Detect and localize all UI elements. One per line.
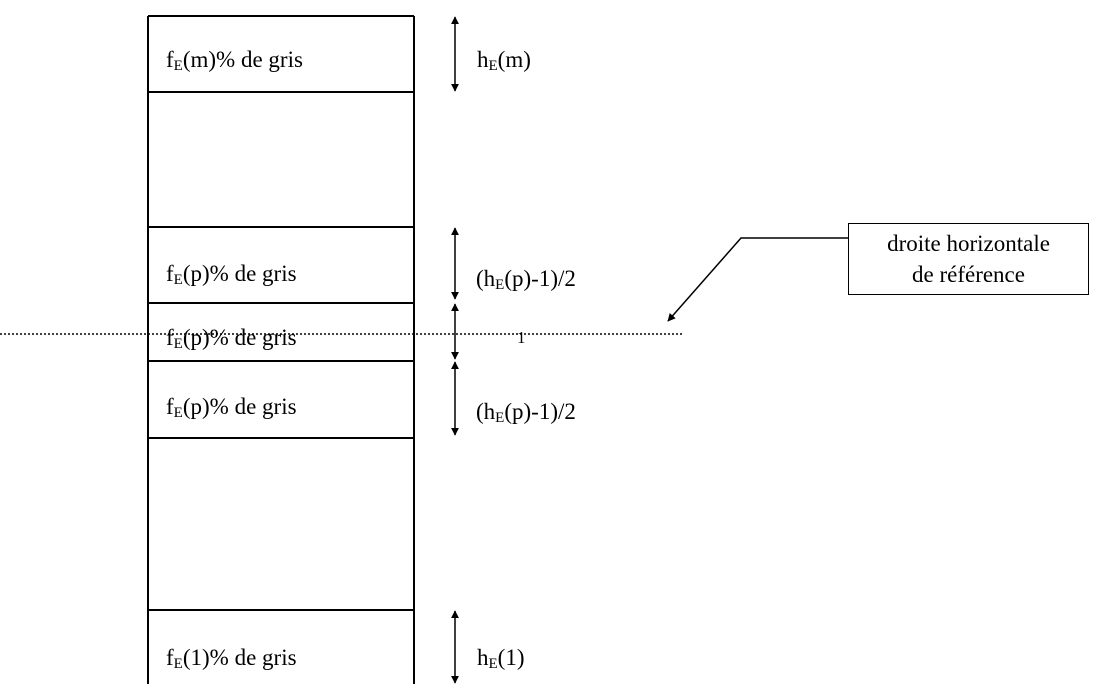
reference-pointer-arrow [667,237,848,322]
middle-height-label: 1 [517,328,526,347]
reference-callout-line2: de référence [912,262,1025,287]
bottom-height-label: hE(1) [477,645,525,672]
bottom-block-label: fE(1)% de gris [166,645,297,672]
middle-p-block-label: fE(p)% de gris [166,325,297,352]
lower-p-block-label: fE(p)% de gris [166,394,297,421]
top-height-label: hE(m) [477,47,531,74]
upper-p-block-label: fE(p)% de gris [166,261,297,288]
reference-callout-line1: droite horizontale [887,231,1050,256]
lower-p-height-label: (hE(p)-1)/2 [476,399,576,426]
top-block-label: fE(m)% de gris [166,47,303,74]
upper-p-height-label: (hE(p)-1)/2 [476,266,576,293]
reference-line-callout: droite horizontale de référence [848,223,1089,295]
